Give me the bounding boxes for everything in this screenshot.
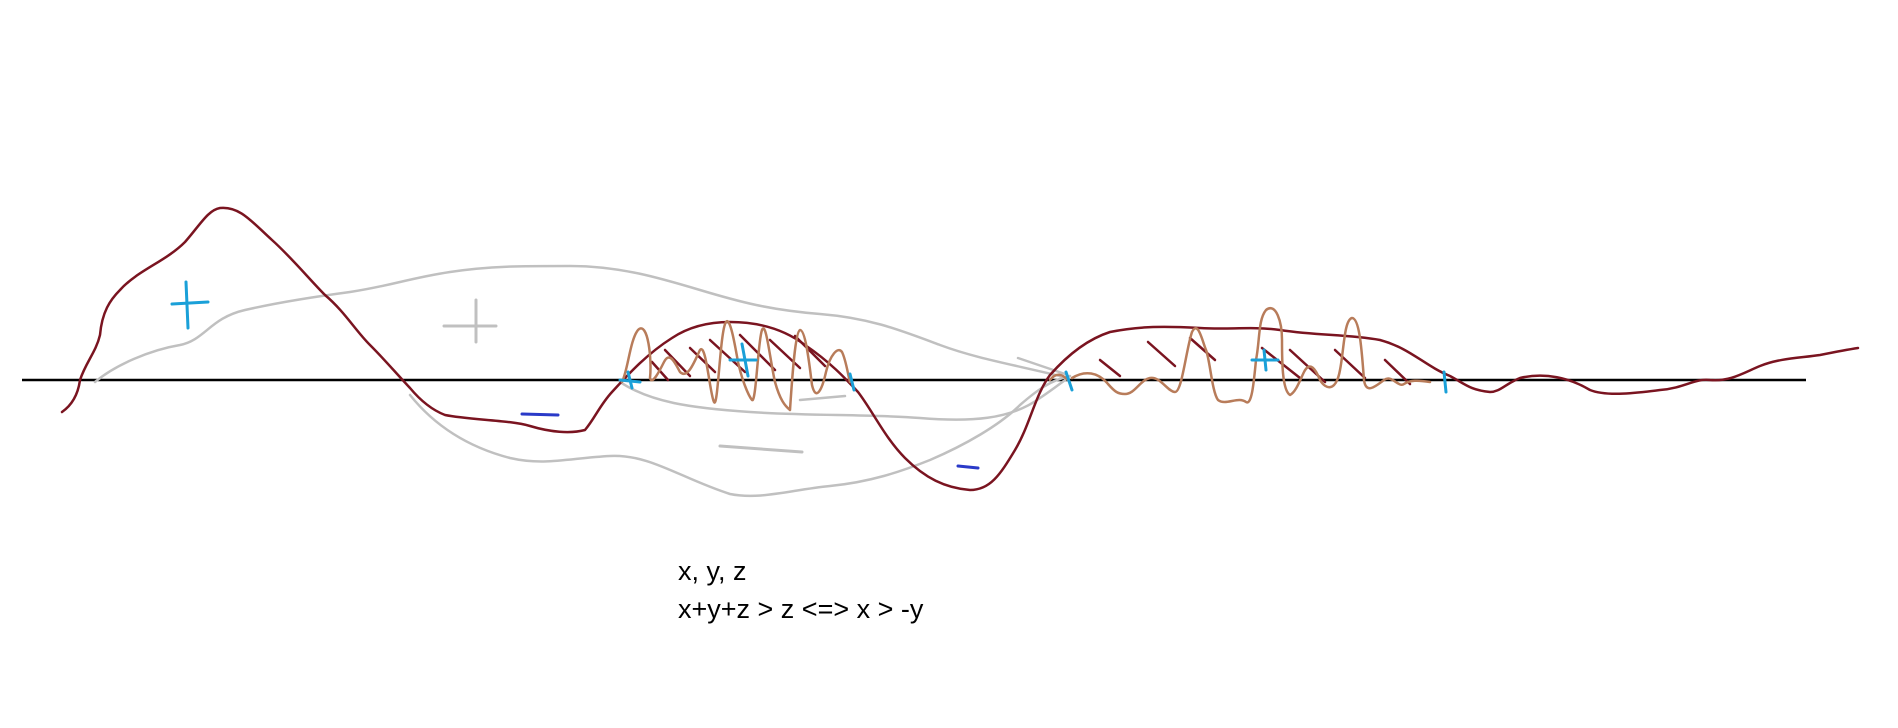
gray-stroke-small	[798, 394, 847, 402]
plus-sign-gray	[442, 298, 498, 344]
minus-sign-right	[956, 464, 980, 470]
hatch-strokes-first-hump	[650, 333, 827, 382]
note-inequality: x+y+z > z <=> x > -y	[678, 594, 924, 624]
minus-sign-left	[520, 412, 560, 417]
dark-curve-main	[60, 206, 1860, 492]
note-variables: x, y, z	[678, 556, 747, 586]
minus-sign-gray	[718, 444, 804, 454]
gray-curve-upper	[93, 264, 1062, 384]
brown-scribble-second-hump	[1070, 307, 1432, 404]
crossing-ticks	[618, 370, 1448, 394]
brown-scribble-crossing	[1048, 373, 1070, 382]
plus-sign-left	[170, 280, 210, 330]
gray-curve-lower	[408, 374, 1072, 498]
gray-curve-inner	[618, 376, 1070, 421]
brown-scribble-first-hump	[620, 320, 852, 412]
gray-stroke-crossing	[1016, 356, 1067, 376]
plus-sign-first-hump	[728, 342, 758, 378]
plus-sign-second-hump	[1250, 348, 1280, 372]
